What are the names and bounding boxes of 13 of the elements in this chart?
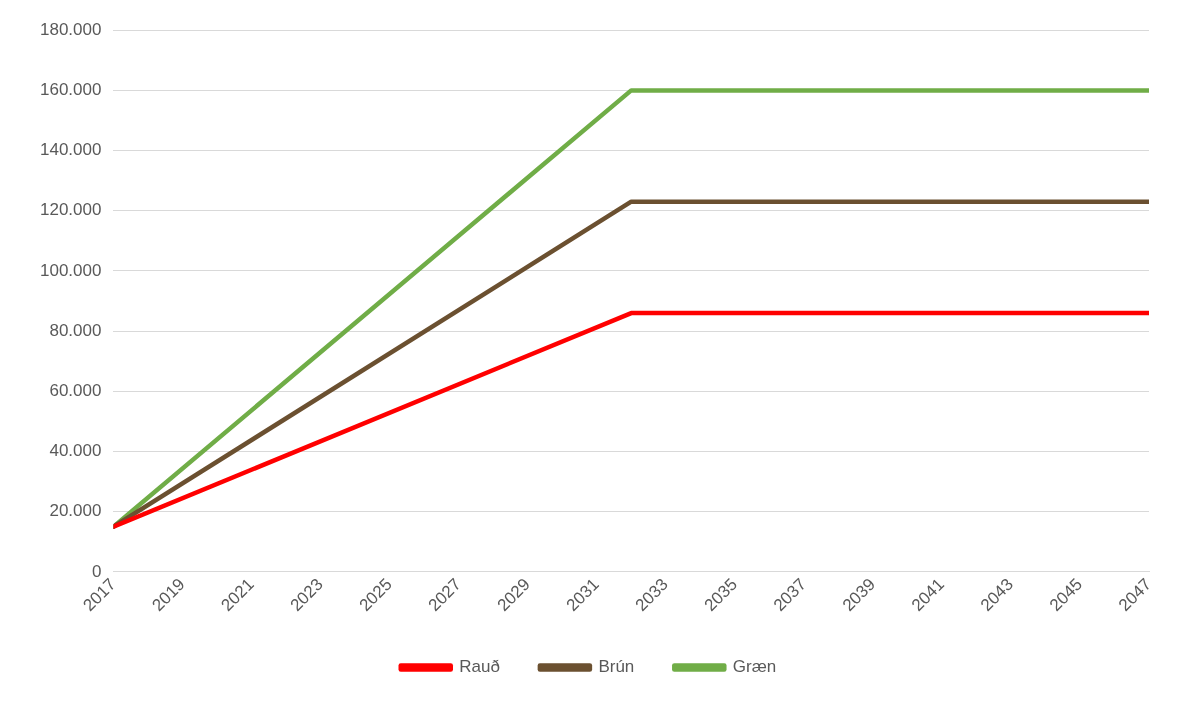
y-tick-label: 140.000 <box>40 140 102 160</box>
y-tick-label: 0 <box>91 561 102 581</box>
y-tick-label: 20.000 <box>49 501 102 521</box>
y-tick-label: 180.000 <box>40 19 102 39</box>
y-tick-label: 60.000 <box>49 380 102 400</box>
y-tick-label: 100.000 <box>40 260 102 280</box>
y-tick-label: 160.000 <box>40 80 102 100</box>
legend-label: Brún <box>598 657 635 677</box>
legend-label: Græn <box>732 657 777 677</box>
legend-label: Rauð <box>459 657 500 677</box>
y-tick-label: 120.000 <box>40 200 102 220</box>
y-tick-label: 40.000 <box>49 441 102 461</box>
y-tick-label: 80.000 <box>49 320 102 340</box>
